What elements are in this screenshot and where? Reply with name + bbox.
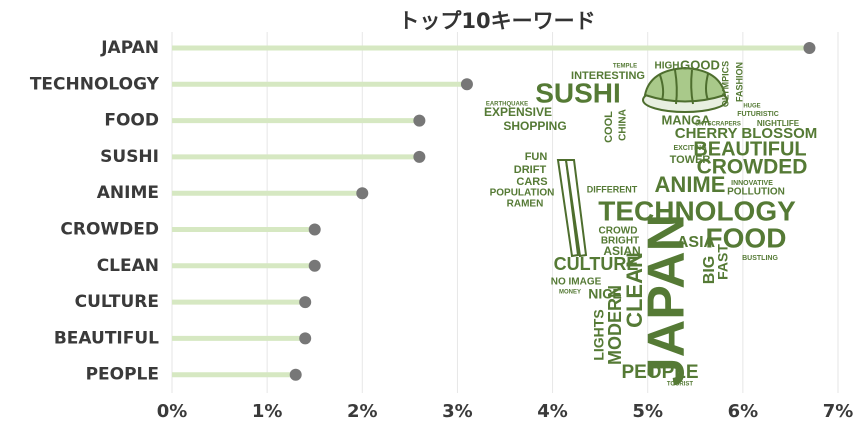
word-cloud-word: SUSHI	[535, 77, 621, 108]
word-cloud-word: LIGHTS	[591, 309, 607, 360]
word-cloud-word: HUGE	[743, 104, 760, 110]
x-tick-label: 7%	[823, 401, 854, 422]
word-cloud-word: SHOPPING	[503, 119, 566, 133]
word-cloud-word: GOOD	[680, 57, 720, 72]
word-cloud-word: FUN	[525, 151, 548, 163]
word-cloud-word: OLYMPICS	[720, 61, 730, 107]
x-tick-label: 4%	[537, 401, 568, 422]
lollipop-dot	[356, 187, 368, 199]
lollipop-dot	[290, 369, 302, 381]
category-label: TECHNOLOGY	[30, 74, 160, 94]
category-label: CLEAN	[97, 256, 159, 276]
word-cloud-word: HIGH	[655, 61, 680, 72]
word-cloud-word: DRIFT	[514, 164, 547, 176]
word-cloud-word: RAMEN	[507, 199, 544, 210]
word-cloud-word: POLLUTION	[727, 187, 785, 198]
chart: トップ10キーワード TEMPLEHIGHGOODINTERESTINGSUSH…	[0, 0, 856, 424]
category-label: SUSHI	[100, 147, 159, 167]
category-label: BEAUTIFUL	[54, 328, 159, 348]
word-cloud-word: FAST	[715, 244, 731, 280]
lollipop-dot	[309, 260, 321, 272]
word-cloud-word: CLEAN	[622, 252, 647, 328]
word-cloud-word: EXCITING	[673, 145, 707, 152]
lollipop-dot	[299, 332, 311, 344]
word-cloud-word: MODERN	[605, 285, 625, 365]
category-label: CULTURE	[75, 292, 159, 312]
lollipop-dot	[803, 42, 815, 54]
word-cloud-word: TEMPLE	[613, 64, 637, 70]
category-label: PEOPLE	[86, 365, 159, 385]
chopsticks-illustration	[558, 160, 586, 256]
word-cloud-word: POPULATION	[490, 188, 555, 199]
lollipop-dot	[299, 296, 311, 308]
lollipop-dot	[461, 78, 473, 90]
category-label: ANIME	[97, 183, 159, 203]
category-label: CROWDED	[60, 220, 159, 240]
category-label: JAPAN	[100, 38, 159, 58]
lollipop-dot	[309, 224, 321, 236]
word-cloud-word: CHINA	[618, 109, 629, 141]
word-cloud-word: CARS	[516, 176, 547, 188]
category-label: FOOD	[104, 111, 159, 131]
word-cloud-word: BUSTLING	[742, 255, 778, 262]
x-tick-label: 0%	[157, 401, 188, 422]
x-tick-label: 3%	[442, 401, 473, 422]
word-cloud-word: FASHION	[734, 62, 744, 102]
chart-title: トップ10キーワード	[398, 9, 595, 33]
word-cloud-word: DIFFERENT	[587, 184, 638, 194]
lollipop-dot	[413, 115, 425, 127]
word-cloud-word: MONEY	[559, 290, 581, 296]
lollipop-dot	[413, 151, 425, 163]
x-tick-label: 2%	[347, 401, 378, 422]
x-tick-label: 1%	[252, 401, 283, 422]
word-cloud-word: ANIME	[655, 172, 726, 197]
word-cloud-word: EXPENSIVE	[484, 105, 552, 119]
sushi-illustration	[643, 68, 727, 112]
word-cloud-word: TOWER	[670, 154, 711, 166]
x-tick-label: 5%	[632, 401, 663, 422]
x-tick-label: 6%	[728, 401, 759, 422]
word-cloud-word: FUTURISTIC	[737, 111, 779, 118]
word-cloud-word: COOL	[603, 111, 615, 143]
